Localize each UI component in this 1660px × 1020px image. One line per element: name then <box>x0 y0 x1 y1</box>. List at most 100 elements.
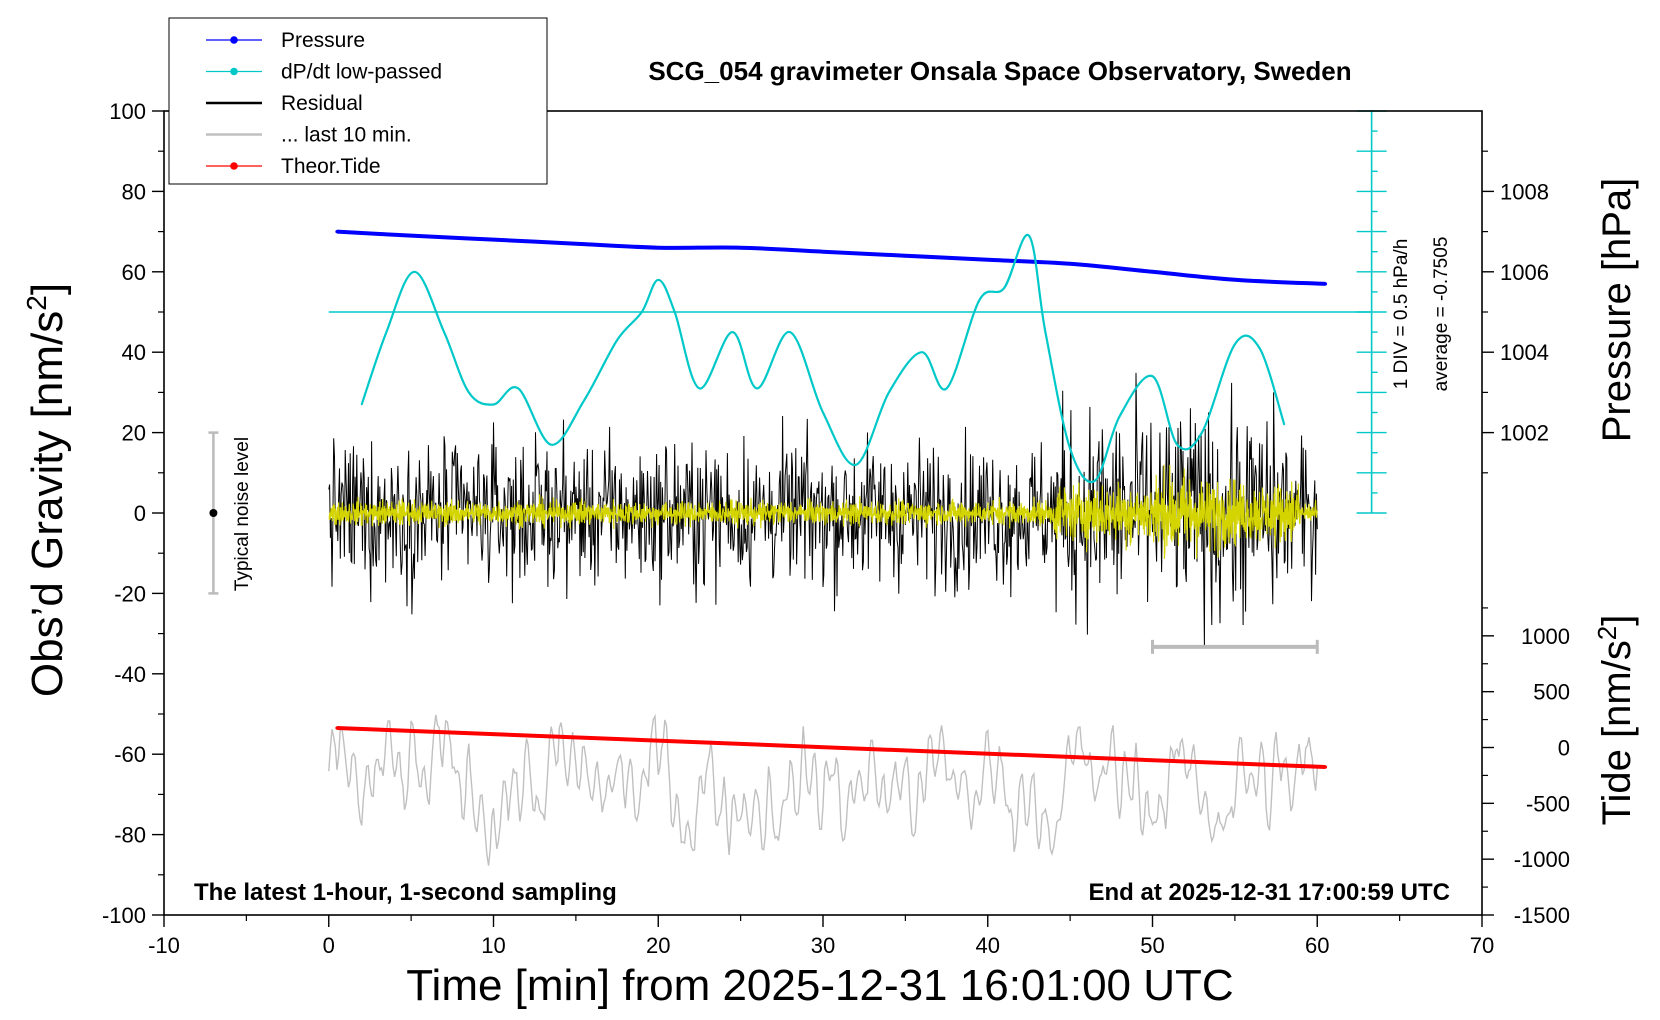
x-tick-label: 70 <box>1470 933 1494 958</box>
y-left-tick-label: 20 <box>122 421 146 446</box>
legend-label-pressure: Pressure <box>281 29 365 52</box>
x-tick-label: 20 <box>646 933 670 958</box>
y-left-tick-label: 0 <box>134 501 146 526</box>
legend: Pressure dP/dt low-passed Residual ... last… <box>168 17 548 185</box>
tide-tick-label: 500 <box>1533 680 1570 705</box>
pressure-point <box>409 234 413 238</box>
dp-dt-low-passed-point <box>673 311 676 313</box>
pressure-point <box>574 242 578 246</box>
x-tick-label: 50 <box>1140 933 1164 958</box>
pressure-point <box>335 230 339 234</box>
dp-dt-low-passed-point <box>698 387 701 390</box>
left-axis-label: Obs’d Gravity [nm/s2] <box>21 283 72 697</box>
dp-dt-low-passed-point <box>517 387 520 390</box>
x-tick-label: 10 <box>481 933 505 958</box>
legend-label-last-10-min: ... last 10 min. <box>281 124 412 147</box>
pressure-tick-label: 1006 <box>1500 260 1549 285</box>
dpdt-average-label: average = -0.7505 <box>1431 237 1452 392</box>
y-left-tick-label: 40 <box>122 340 146 365</box>
dp-dt-low-passed-point <box>888 391 890 394</box>
noise-level-label: Typical noise level <box>232 437 253 591</box>
noise-layer <box>328 372 1318 866</box>
pressure-point <box>1150 270 1155 274</box>
pressure-point <box>1068 262 1072 266</box>
dp-dt-low-passed-point <box>1044 331 1047 333</box>
theor-tide-line <box>336 725 1326 770</box>
y-left-tick-label: -40 <box>114 662 146 687</box>
lines-layer <box>208 110 1387 770</box>
dp-dt-low-passed-point <box>385 331 388 333</box>
axes-layer: -10 0 10 20 30 40 50 60 70100806040200-20-40-60-… <box>102 99 1570 958</box>
dp-dt-low-passed-point <box>822 411 824 414</box>
legend-marker-pressure <box>230 36 238 44</box>
pressure-line <box>336 229 1326 286</box>
pressure-point <box>1233 278 1237 282</box>
dp-dt-low-passed-point <box>789 331 791 333</box>
dp-dt-low-passed-point <box>1258 347 1261 349</box>
residual-trace <box>328 372 1318 648</box>
filtered-residual-trace <box>328 464 1318 559</box>
tide-tick-label: -1000 <box>1514 847 1570 872</box>
dp-dt-low-passed-point <box>413 271 416 273</box>
dp-dt-low-passed-point <box>855 463 857 466</box>
pressure-point <box>903 254 907 258</box>
pressure-point <box>739 246 743 250</box>
dp-dt-low-passed-point <box>1069 447 1071 450</box>
dp-dt-low-passed-point <box>978 299 981 301</box>
pressure-point <box>1323 282 1328 286</box>
dp-dt-low-passed-point <box>921 351 923 354</box>
legend-box <box>168 17 548 185</box>
y-left-tick-label: 100 <box>109 99 146 124</box>
y-left-tick-label: -100 <box>102 903 146 928</box>
x-tick-label: 0 <box>323 933 335 958</box>
dp-dt-low-passed-point <box>1151 375 1154 378</box>
legend-marker-dp-dt-low-passed <box>230 67 238 76</box>
footer-right-note: End at 2025-12-31 17:00:59 UTC <box>1089 879 1451 906</box>
tide-tick-label: 1000 <box>1521 624 1570 649</box>
dp-dt-low-passed-point <box>1234 343 1236 345</box>
tide-tick-label: -500 <box>1526 791 1570 816</box>
dp-dt-low-passed-point <box>945 387 948 390</box>
x-tick-label: 30 <box>811 933 835 958</box>
y-left-tick-label: -20 <box>114 581 146 606</box>
dpdt-scale-label: 1 DIV = 0.5 hPa/h <box>1391 239 1412 390</box>
tide-axis-label: Tide [nm/s2] <box>1592 615 1639 826</box>
dp-dt-low-passed-point <box>657 279 660 281</box>
legend-label-residual: Residual <box>281 92 363 115</box>
dp-dt-low-passed-point <box>492 403 495 406</box>
dp-dt-low-passed-point <box>550 443 552 446</box>
legend-marker-theor-tide <box>230 162 238 170</box>
dp-dt-low-passed-line <box>360 234 1286 484</box>
x-tick-label: 40 <box>976 933 1000 958</box>
dp-dt-low-passed-point <box>616 339 618 341</box>
tide-tick-label: 0 <box>1558 736 1570 761</box>
y-left-tick-label: 80 <box>122 179 146 204</box>
theor-tide-point <box>1323 765 1328 769</box>
y-left-tick-label: -60 <box>114 742 146 767</box>
dp-dt-low-passed-point <box>1176 443 1179 446</box>
pressure-point <box>986 258 990 262</box>
theor-tide-point <box>335 726 339 730</box>
dp-dt-low-passed-point <box>640 311 643 313</box>
dp-dt-low-passed-point <box>1003 287 1006 289</box>
pressure-point <box>491 238 496 242</box>
chart-title: SCG_054 gravimeter Onsala Space Observat… <box>648 56 1351 86</box>
x-tick-label: 60 <box>1305 933 1329 958</box>
dp-dt-low-passed-point <box>731 331 734 333</box>
pressure-point <box>821 250 825 254</box>
pressure-axis-label: Pressure [hPa] <box>1595 178 1639 443</box>
legend-label-dp-dt-low-passed: dP/dt low-passed <box>281 61 442 84</box>
noise-bar-center <box>209 509 218 517</box>
pressure-point <box>656 246 660 250</box>
dp-dt-low-passed-point <box>1283 423 1286 426</box>
dp-dt-low-passed-point <box>360 403 363 406</box>
pressure-tick-label: 1002 <box>1500 421 1549 446</box>
dp-dt-low-passed-point <box>756 387 758 390</box>
x-axis-label: Time [min] from 2025-12-31 16:01:00 UTC <box>406 961 1233 1010</box>
dp-dt-low-passed-point <box>1094 480 1096 482</box>
dp-dt-low-passed-point <box>583 399 585 402</box>
y-left-tick-label: -80 <box>114 823 146 848</box>
dp-dt-low-passed-point <box>1201 431 1203 434</box>
dp-dt-low-passed-point <box>467 391 470 394</box>
